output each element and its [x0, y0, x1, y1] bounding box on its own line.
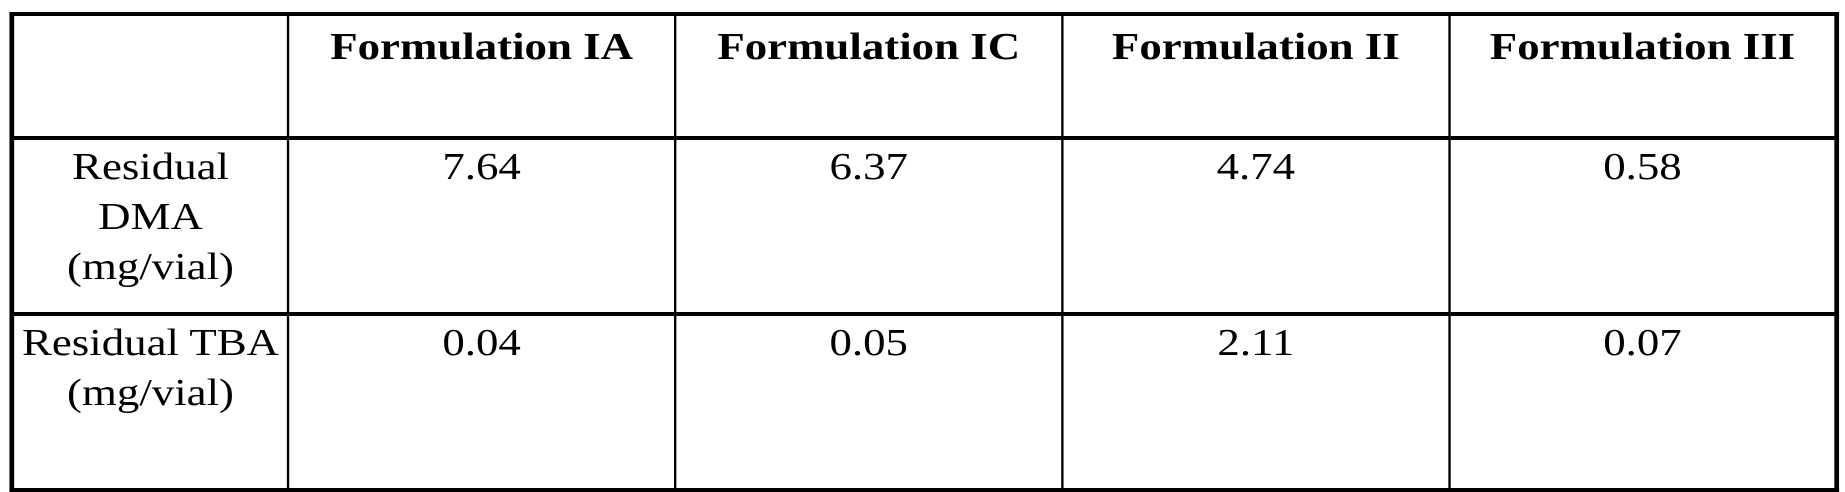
header-empty: [12, 14, 288, 138]
table-cell: 0.05: [675, 314, 1062, 490]
header-row: Formulation IA Formulation IC Formulatio…: [12, 14, 1837, 138]
table-cell: 0.04: [288, 314, 675, 490]
table-cell: 2.11: [1062, 314, 1449, 490]
table-row: Residual DMA (mg/vial) 7.64 6.37 4.74 0.…: [12, 138, 1837, 314]
header-formulation-ia: Formulation IA: [288, 14, 675, 138]
table-cell: 0.07: [1449, 314, 1836, 490]
residual-solvent-table: Formulation IA Formulation IC Formulatio…: [9, 12, 1839, 492]
table-cell: 0.58: [1449, 138, 1836, 314]
document: Formulation IA Formulation IC Formulatio…: [0, 0, 1845, 490]
table-cell: 4.74: [1062, 138, 1449, 314]
header-formulation-iii: Formulation III: [1449, 14, 1836, 138]
table-cell: 7.64: [288, 138, 675, 314]
row-label: Residual DMA (mg/vial): [12, 138, 288, 314]
row-label: Residual TBA (mg/vial): [12, 314, 288, 490]
table-cell: 6.37: [675, 138, 1062, 314]
table-row: Residual TBA (mg/vial) 0.04 0.05 2.11 0.…: [12, 314, 1837, 490]
header-formulation-ic: Formulation IC: [675, 14, 1062, 138]
header-formulation-ii: Formulation II: [1062, 14, 1449, 138]
